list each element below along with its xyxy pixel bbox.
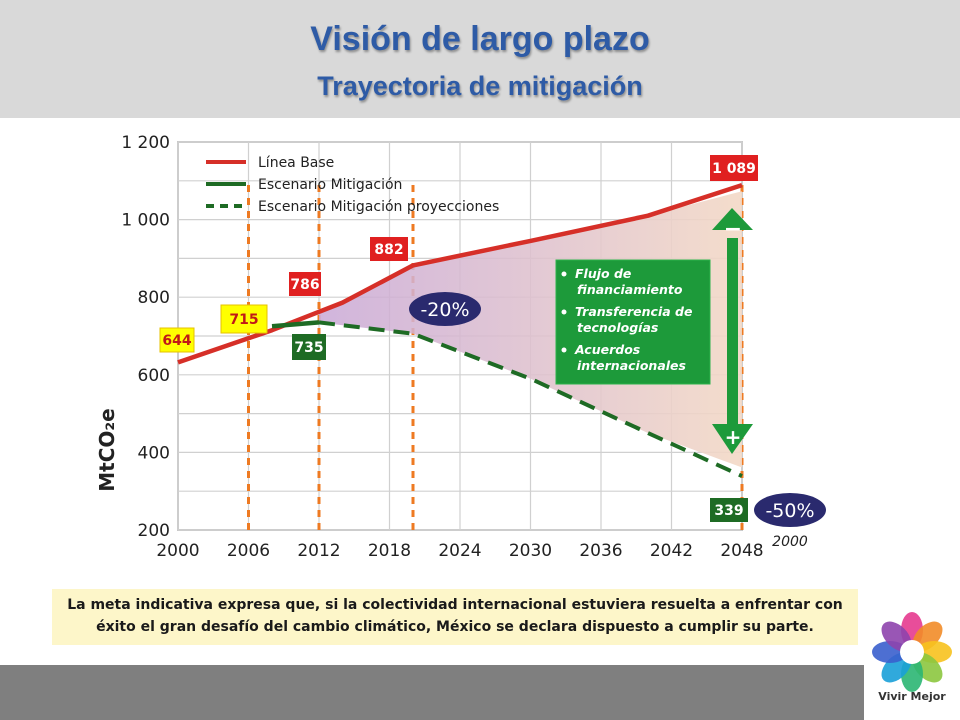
series-line-0 [177, 182, 743, 365]
value-label-text: 339 [714, 503, 743, 519]
page-subtitle: Trayectoria de mitigación [317, 71, 643, 101]
value-label-text: 786 [290, 277, 319, 293]
page-title: Visión de largo plazo [310, 20, 650, 58]
vivir-mejor-logo: Vivir Mejor [872, 612, 952, 718]
note-line-2: éxito el gran desafío del cambio climáti… [96, 619, 814, 635]
range-arrow: −+ [712, 208, 753, 454]
reduction-wedge [319, 185, 742, 477]
badge-50-label: -50% [765, 500, 814, 522]
y-tick-label: 600 [138, 366, 170, 386]
measures-item: Transferencia de tecnologías [575, 304, 692, 335]
value-label-box [710, 155, 758, 181]
chart-series [177, 182, 743, 478]
measures-item-line: Acuerdos [574, 342, 640, 357]
badge-50-base-label: 2000 [772, 534, 808, 550]
note-box: La meta indicativa expresa que, si la co… [52, 589, 858, 645]
x-tick-label: 2000 [156, 541, 199, 561]
value-label-box [220, 304, 268, 334]
measures-item-line: tecnologías [577, 320, 658, 335]
arrow-shaft [727, 238, 738, 428]
x-axis-ticks: 2000 2006 2012 2018 2024 2030 2036 2042 2048 [156, 541, 763, 561]
header-bar: Visión de largo plazo Trayectoria de mit… [0, 0, 960, 118]
value-label-box [159, 327, 195, 353]
footer-bar [0, 665, 864, 720]
measures-item-line: Transferencia de [575, 304, 692, 319]
measures-item-line: financiamiento [577, 282, 683, 297]
arrow-head-down [712, 424, 753, 454]
x-tick-label: 2006 [227, 541, 270, 561]
series-line-1 [271, 320, 320, 329]
value-labels: 644 715 786 735 882 1 089 339 [159, 155, 758, 522]
value-label-box [289, 272, 321, 296]
y-tick-label: 1 000 [121, 211, 170, 231]
wedge-area [319, 185, 742, 477]
y-tick-label: 1 200 [121, 133, 170, 153]
measures-item: Flujo de financiamiento [575, 266, 683, 297]
logo-text: Vivir Mejor [878, 690, 946, 703]
legend-label: Escenario Mitigación proyecciones [258, 199, 499, 215]
y-axis-label: MtCO₂e [95, 408, 119, 491]
x-tick-label: 2024 [438, 541, 481, 561]
measures-box-bg [555, 259, 711, 385]
note-line-1: La meta indicativa expresa que, si la co… [67, 597, 843, 613]
badge-20-bg [409, 292, 481, 326]
y-tick-label: 200 [138, 521, 170, 541]
badge-20-label: -20% [420, 299, 469, 321]
flower-icon [872, 612, 952, 692]
x-tick-label: 2012 [297, 541, 340, 561]
value-label-box [292, 334, 326, 360]
arrow-head-up [712, 208, 753, 230]
bullet-icon [561, 347, 567, 353]
x-tick-label: 2036 [579, 541, 622, 561]
measures-item-line: Flujo de [575, 266, 631, 281]
x-tick-label: 2030 [509, 541, 552, 561]
bullet-icon [561, 309, 567, 315]
badge-50-bg [754, 493, 826, 527]
legend-label: Línea Base [258, 155, 334, 171]
value-label-text: 735 [294, 340, 323, 356]
arrow-minus-label: − [724, 217, 742, 242]
bullet-icon [561, 271, 567, 277]
value-label-box [370, 237, 408, 261]
reduction-badges: -20% -50% 2000 [409, 292, 826, 550]
mitigation-chart: 2000 2006 2012 2018 2024 2030 2036 2042 2048 200… [95, 133, 826, 561]
value-label-box [710, 498, 748, 522]
logo-center [900, 640, 924, 664]
value-label-text: 1 089 [712, 161, 756, 177]
chart-legend: Línea Base Escenario Mitigación Escenario … [206, 155, 499, 215]
y-axis-ticks: 200 400 600 800 1 000 1 200 [121, 133, 170, 541]
value-label-text: 882 [374, 242, 403, 258]
series-line-2 [318, 320, 743, 478]
measures-item-line: internacionales [577, 358, 686, 373]
value-label-text: 715 [229, 312, 258, 328]
y-tick-label: 800 [138, 288, 170, 308]
arrow-plus-label: + [725, 425, 742, 449]
value-label-text: 644 [162, 333, 191, 349]
y-tick-label: 400 [138, 443, 170, 463]
x-tick-label: 2018 [368, 541, 411, 561]
legend-label: Escenario Mitigación [258, 177, 402, 193]
x-tick-label: 2048 [720, 541, 763, 561]
measures-item: Acuerdos internacionales [574, 342, 686, 373]
x-tick-label: 2042 [650, 541, 693, 561]
measures-box: Flujo de financiamiento Transferencia de te… [555, 259, 711, 385]
